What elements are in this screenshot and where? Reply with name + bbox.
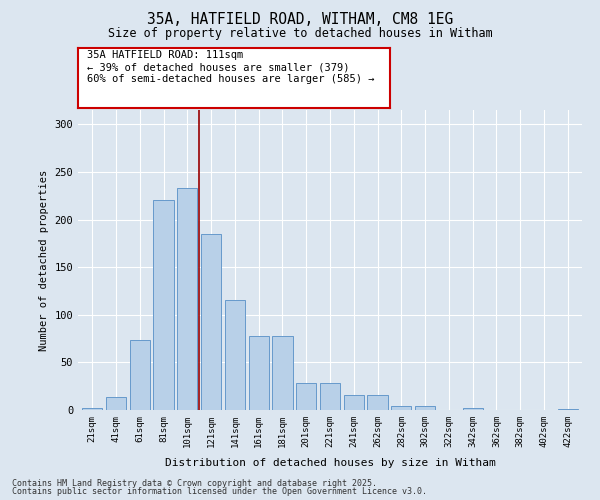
Text: 35A HATFIELD ROAD: 111sqm
← 39% of detached houses are smaller (379)
60% of semi: 35A HATFIELD ROAD: 111sqm ← 39% of detac… <box>88 50 375 84</box>
Bar <box>248 336 269 410</box>
Bar <box>82 408 103 410</box>
Text: Contains public sector information licensed under the Open Government Licence v3: Contains public sector information licen… <box>12 488 427 496</box>
Bar <box>463 408 483 410</box>
Bar <box>367 395 388 410</box>
X-axis label: Distribution of detached houses by size in Witham: Distribution of detached houses by size … <box>164 458 496 468</box>
Bar <box>344 395 364 410</box>
Bar <box>225 300 245 410</box>
Bar <box>201 234 221 410</box>
Bar <box>106 396 126 410</box>
Bar <box>272 336 293 410</box>
Bar <box>296 384 316 410</box>
Text: Contains HM Land Registry data © Crown copyright and database right 2025.: Contains HM Land Registry data © Crown c… <box>12 478 377 488</box>
Bar <box>391 406 412 410</box>
Bar <box>320 384 340 410</box>
Text: Size of property relative to detached houses in Witham: Size of property relative to detached ho… <box>107 28 493 40</box>
Text: 35A, HATFIELD ROAD, WITHAM, CM8 1EG: 35A, HATFIELD ROAD, WITHAM, CM8 1EG <box>147 12 453 28</box>
Bar <box>415 406 435 410</box>
Bar <box>154 200 173 410</box>
Y-axis label: Number of detached properties: Number of detached properties <box>39 170 49 350</box>
Bar <box>130 340 150 410</box>
Bar <box>177 188 197 410</box>
Bar <box>557 409 578 410</box>
